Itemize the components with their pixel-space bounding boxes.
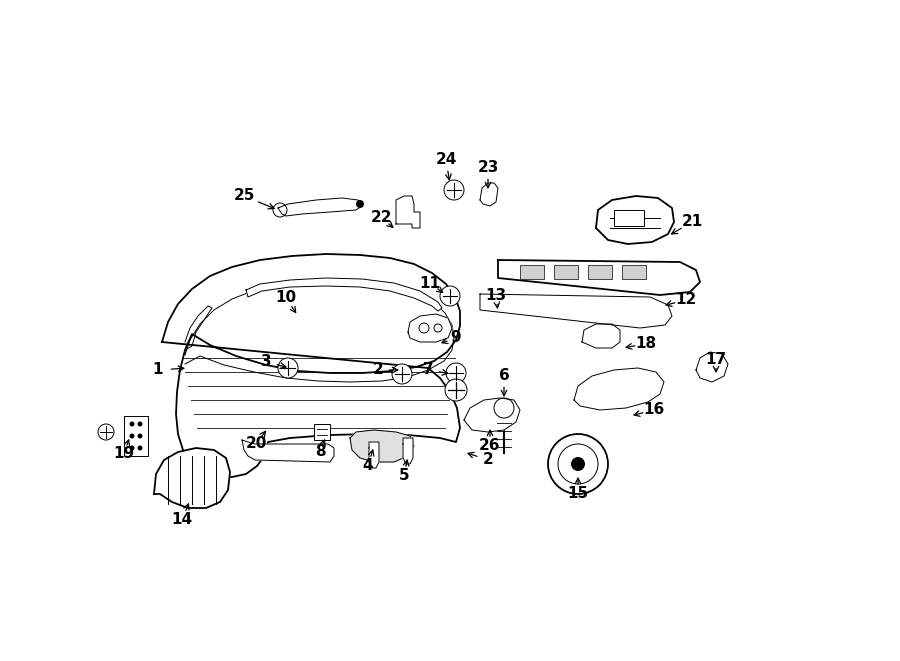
Bar <box>314 424 330 440</box>
Bar <box>520 265 544 279</box>
Text: 23: 23 <box>477 161 499 176</box>
Circle shape <box>98 424 114 440</box>
Text: 11: 11 <box>419 276 440 290</box>
Circle shape <box>440 286 460 306</box>
Polygon shape <box>480 183 498 206</box>
Bar <box>622 265 646 279</box>
Polygon shape <box>403 438 413 464</box>
Polygon shape <box>246 278 442 311</box>
Bar <box>614 210 644 226</box>
Circle shape <box>130 446 134 451</box>
Polygon shape <box>480 294 672 328</box>
Text: 1: 1 <box>153 362 163 377</box>
Circle shape <box>571 457 585 471</box>
Polygon shape <box>350 430 414 462</box>
Circle shape <box>138 422 142 426</box>
Text: 4: 4 <box>363 459 374 473</box>
Polygon shape <box>154 448 230 508</box>
Circle shape <box>278 358 298 378</box>
Text: 12: 12 <box>675 293 697 307</box>
Text: 6: 6 <box>499 368 509 383</box>
Circle shape <box>130 434 134 438</box>
Polygon shape <box>596 196 674 244</box>
Text: 3: 3 <box>261 354 271 369</box>
Polygon shape <box>574 368 664 410</box>
Text: 13: 13 <box>485 288 507 303</box>
Text: 20: 20 <box>246 436 266 451</box>
Polygon shape <box>464 398 520 432</box>
Text: 15: 15 <box>567 486 589 502</box>
Polygon shape <box>242 440 334 462</box>
Polygon shape <box>408 314 452 342</box>
Text: 24: 24 <box>436 153 456 167</box>
Circle shape <box>356 200 364 208</box>
Text: 18: 18 <box>635 336 657 352</box>
Circle shape <box>445 379 467 401</box>
Text: 25: 25 <box>233 188 255 204</box>
Text: 7: 7 <box>423 362 433 377</box>
Circle shape <box>446 363 466 383</box>
Circle shape <box>138 446 142 451</box>
Text: 10: 10 <box>275 290 297 305</box>
Text: 2: 2 <box>482 453 493 467</box>
Polygon shape <box>498 260 700 295</box>
Text: 8: 8 <box>315 444 325 459</box>
Text: 16: 16 <box>644 403 664 418</box>
Text: 14: 14 <box>171 512 193 527</box>
Circle shape <box>548 434 608 494</box>
Bar <box>554 265 578 279</box>
Polygon shape <box>162 254 460 477</box>
Circle shape <box>494 398 514 418</box>
Text: 22: 22 <box>371 210 392 225</box>
Text: 2: 2 <box>373 362 383 377</box>
Polygon shape <box>396 196 420 228</box>
Circle shape <box>130 422 134 426</box>
Text: 9: 9 <box>451 330 462 346</box>
Text: 17: 17 <box>706 352 726 368</box>
Text: 21: 21 <box>681 215 703 229</box>
Text: 5: 5 <box>399 469 410 483</box>
Circle shape <box>444 180 464 200</box>
Text: 19: 19 <box>113 446 135 461</box>
Circle shape <box>392 364 412 384</box>
Polygon shape <box>369 442 379 468</box>
Bar <box>588 265 612 279</box>
Polygon shape <box>696 352 728 382</box>
Circle shape <box>138 434 142 438</box>
Text: 26: 26 <box>479 438 500 453</box>
Polygon shape <box>582 324 620 348</box>
